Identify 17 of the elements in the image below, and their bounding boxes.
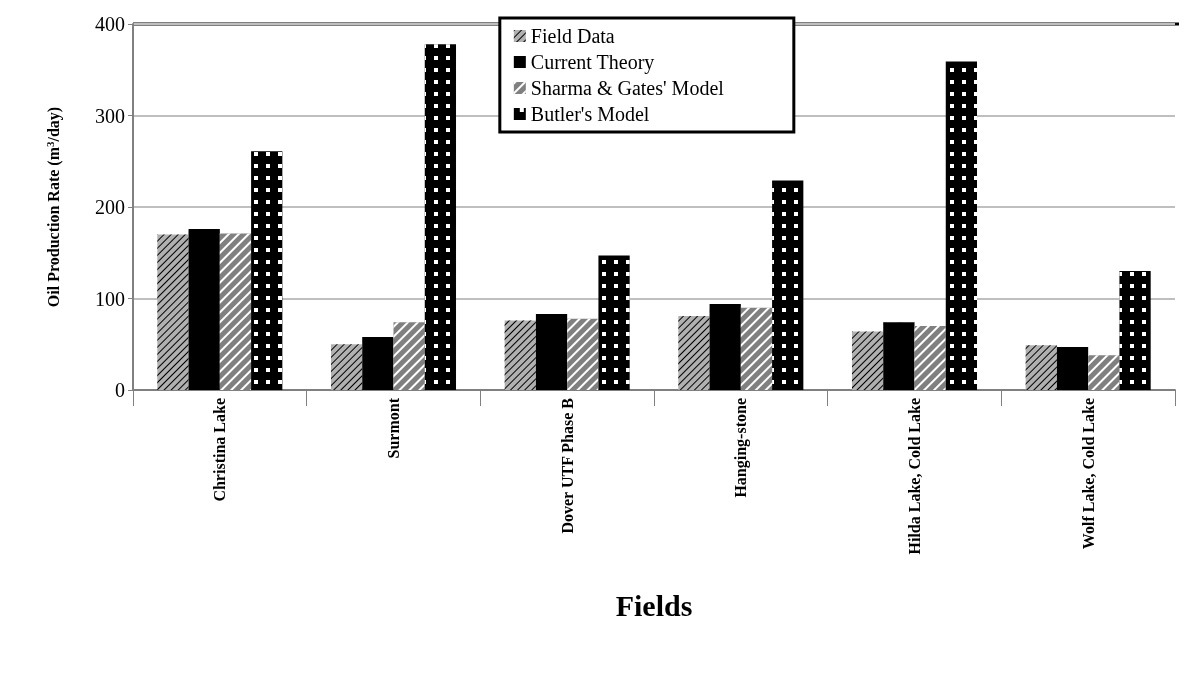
x-tick-label: Wolf Lake, Cold Lake: [1079, 398, 1097, 550]
x-tick-label: Dover UTF Phase B: [558, 397, 576, 534]
y-tick-label: 100: [95, 287, 125, 310]
x-axis-title: Fields: [615, 588, 693, 622]
y-tick-label: 300: [95, 104, 125, 127]
y-tick-label: 0: [115, 379, 125, 401]
legend-label: Sharma & Gates' Model: [530, 77, 725, 99]
x-tick-label: Surmont: [385, 397, 402, 459]
x-tick-label: Hanging-stone: [732, 398, 751, 498]
y-axis-title: Oil Production Rate (m3/day): [43, 106, 63, 308]
legend-label: Field Data: [530, 25, 615, 47]
x-tick-label: Hilda Lake, Cold Lake: [906, 398, 923, 555]
legend-label: Current Theory: [530, 51, 655, 74]
y-tick-label: 200: [95, 196, 125, 218]
y-tick-label: 400: [95, 13, 125, 35]
legend-label: Butler's Model: [530, 103, 650, 125]
x-tick-label: Christina Lake: [211, 398, 229, 502]
